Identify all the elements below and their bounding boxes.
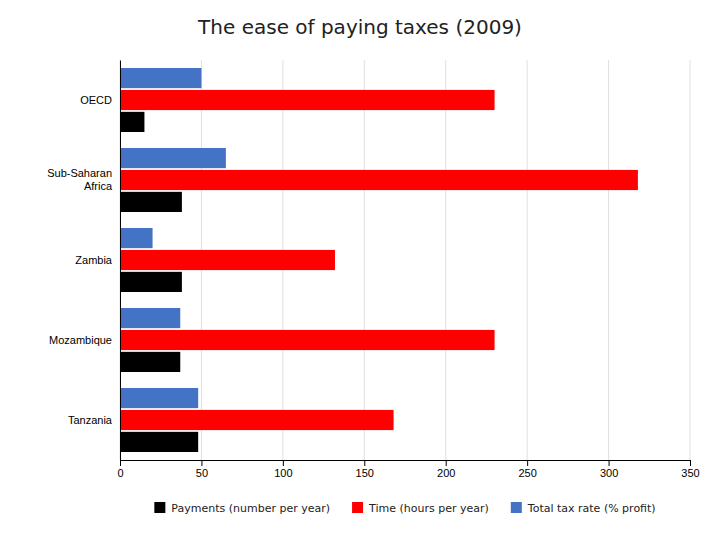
x-tick: 350 — [681, 460, 699, 479]
background — [0, 0, 720, 540]
x-tick: 300 — [600, 460, 618, 479]
bar — [120, 112, 144, 132]
series — [120, 90, 638, 430]
x-tick-label: 150 — [356, 467, 374, 479]
x-axis-line — [121, 461, 691, 467]
x-tick-label: 100 — [274, 467, 292, 479]
x-tick: 50 — [196, 460, 208, 479]
legend-item: Time (hours per year) — [352, 502, 489, 515]
y-tick-label: OECD — [80, 94, 112, 106]
legend-swatch — [154, 502, 165, 513]
x-tick-mark — [527, 460, 528, 466]
x-tick-mark — [283, 460, 284, 466]
bar — [120, 272, 182, 292]
y-tick: OECD — [80, 94, 120, 106]
x-tick-label: 350 — [681, 467, 699, 479]
grid-line — [527, 60, 528, 460]
y-axis: Tanzania Mozambique Zambia Sub-SaharanAfric… — [47, 61, 120, 461]
y-tick-label-line: Sub-Saharan — [47, 167, 112, 179]
bar — [120, 68, 201, 88]
legend-label: Total tax rate (% profit) — [527, 502, 656, 515]
y-tick-label-line: Africa — [84, 180, 113, 192]
x-tick-mark — [120, 460, 121, 466]
bar — [120, 148, 226, 168]
x-tick-label: 0 — [117, 467, 123, 479]
y-tick-label: Tanzania — [68, 414, 113, 426]
bar — [120, 410, 394, 430]
x-tick-mark — [201, 460, 202, 466]
x-tick-label: 300 — [600, 467, 618, 479]
bar — [120, 250, 335, 270]
x-tick: 0 — [117, 460, 123, 479]
x-tick-mark — [446, 460, 447, 466]
legend-item: Total tax rate (% profit) — [511, 502, 656, 515]
y-tick-label: Zambia — [75, 254, 113, 266]
bar — [120, 388, 198, 408]
x-tick-mark — [690, 460, 691, 466]
bar — [120, 432, 198, 452]
x-tick: 200 — [437, 460, 455, 479]
legend-label: Payments (number per year) — [171, 502, 330, 515]
bar — [120, 170, 638, 190]
grid-line — [364, 60, 365, 460]
x-tick-mark — [364, 460, 365, 466]
y-tick: Zambia — [75, 254, 120, 266]
legend-item: Payments (number per year) — [154, 502, 330, 515]
grid-line — [120, 60, 121, 460]
bar — [120, 228, 153, 248]
x-tick: 100 — [274, 460, 292, 479]
x-tick-mark — [609, 460, 610, 466]
bars — [120, 68, 638, 452]
y-tick-label: Sub-SaharanAfrica — [47, 167, 113, 191]
x-tick-label: 250 — [518, 467, 536, 479]
legend-label: Time (hours per year) — [368, 502, 489, 515]
bar — [120, 90, 495, 110]
x-tick-label: 200 — [437, 467, 455, 479]
series — [120, 68, 226, 408]
x-axis: 0 50 100 150 200 250 300 350 — [117, 460, 699, 479]
y-tick: Mozambique — [49, 334, 120, 346]
grid — [120, 60, 690, 460]
y-tick: Tanzania — [68, 414, 120, 426]
x-tick-label: 50 — [196, 467, 208, 479]
legend: Payments (number per year) Time (hours pe… — [154, 502, 655, 515]
bar — [120, 192, 182, 212]
x-tick: 150 — [356, 460, 374, 479]
bar — [120, 308, 180, 328]
y-axis-line — [120, 61, 121, 461]
x-tick: 250 — [518, 460, 536, 479]
y-tick-label: Mozambique — [49, 334, 112, 346]
grid-line — [608, 60, 609, 460]
bar — [120, 352, 180, 372]
title: The ease of paying taxes (2009) — [197, 15, 522, 39]
plot: 0 50 100 150 200 250 300 350 Tanzania Mozambique Z… — [47, 60, 700, 479]
legend-swatch — [511, 502, 522, 513]
y-tick: Sub-SaharanAfrica — [47, 167, 120, 191]
legend-swatch — [352, 502, 363, 513]
grid-line — [690, 60, 691, 460]
bar — [120, 330, 495, 350]
chart: 0 50 100 150 200 250 300 350 Tanzania Mozambique Z… — [0, 0, 720, 540]
grid-line — [445, 60, 446, 460]
